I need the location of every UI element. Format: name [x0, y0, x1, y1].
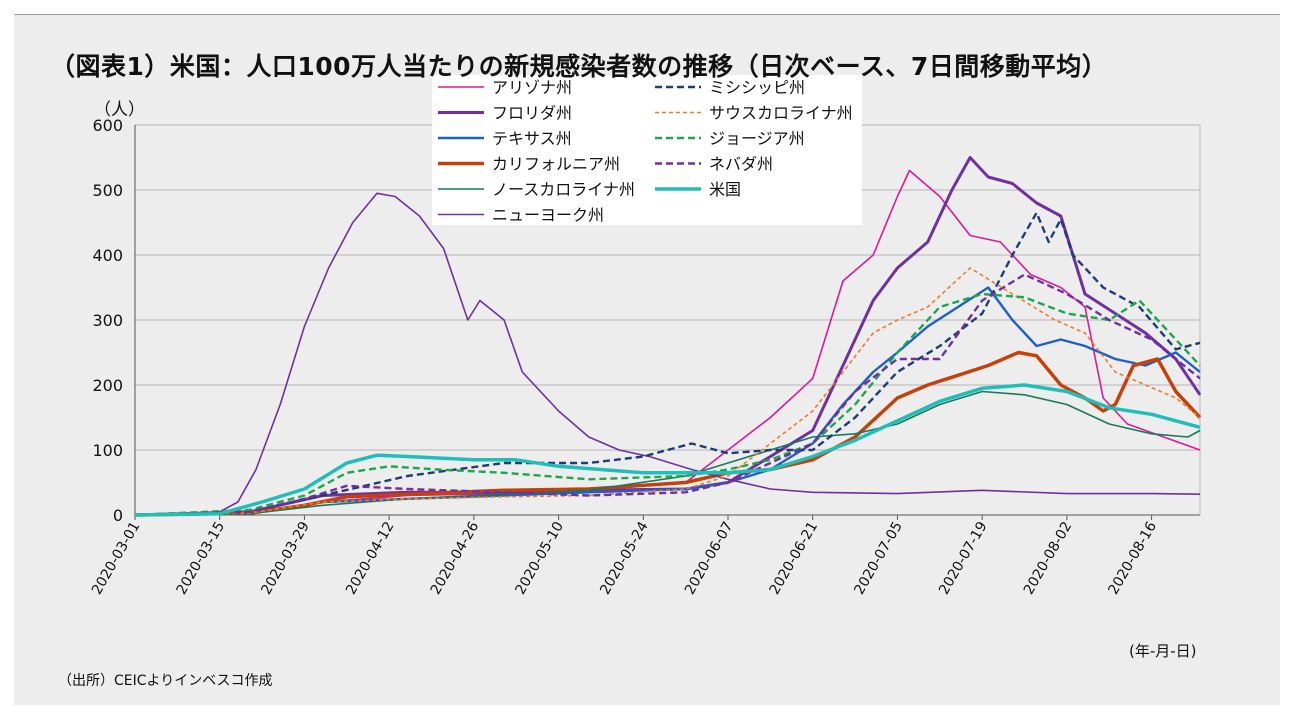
series-line-8 — [134, 292, 1201, 517]
y-tick-label: 400 — [92, 246, 123, 265]
series-line-6 — [134, 211, 1201, 517]
y-tick-label: 200 — [92, 376, 123, 395]
x-tick-label: 2020-04-12 — [343, 519, 398, 597]
legend-box — [432, 75, 862, 225]
y-tick-label: 0 — [113, 506, 123, 525]
x-tick-label: 2020-03-29 — [258, 519, 313, 597]
x-tick-label: 2020-03-01 — [89, 519, 144, 597]
legend-label-4: ノースカロライナ州 — [492, 180, 635, 199]
y-axis-unit: （人） — [94, 100, 145, 120]
legend-label-8: ジョージア州 — [709, 129, 805, 148]
series-line-9 — [134, 273, 1201, 517]
y-tick-label: 500 — [92, 181, 123, 200]
y-tick-label: 600 — [92, 116, 123, 135]
series-line-2 — [134, 286, 1201, 517]
series-line-1 — [134, 156, 1202, 517]
legend-label-6: ミシシッピ州 — [709, 78, 805, 97]
x-tick-label: 2020-08-16 — [1106, 519, 1161, 598]
x-tick-label: 2020-06-07 — [682, 519, 737, 597]
legend-label-5: ニューヨーク州 — [492, 206, 604, 225]
chart-title: （図表1）米国：人口100万人当たりの新規感染者数の推移（日次ベース、7日間移動… — [50, 52, 1108, 81]
series-line-5 — [134, 192, 1201, 516]
series-line-3 — [134, 350, 1202, 517]
x-axis-unit: (年-月-日) — [1129, 642, 1197, 660]
y-tick-label: 100 — [92, 441, 123, 460]
x-tick-label: 2020-03-15 — [174, 519, 229, 597]
source-note: （出所）CEICよりインベスコ作成 — [58, 673, 273, 689]
series-line-4 — [134, 390, 1201, 516]
x-tick-label: 2020-05-10 — [512, 519, 567, 597]
legend-label-0: アリゾナ州 — [492, 78, 572, 97]
legend-label-1: フロリダ州 — [492, 104, 572, 123]
x-tick-label: 2020-08-02 — [1021, 519, 1076, 597]
chart-frame: 0 100 200 300 400 500 600 2020-03-01 2020-03-15… — [14, 14, 1280, 705]
legend-label-3: カリフォルニア州 — [492, 155, 620, 174]
x-tick-label: 2020-07-19 — [936, 519, 991, 597]
chart-plot: 0 100 200 300 400 500 600 2020-03-01 2020-03-15… — [89, 75, 1202, 598]
x-tick-label: 2020-05-24 — [597, 519, 652, 598]
series-line-10 — [134, 383, 1201, 517]
legend-label-2: テキサス州 — [492, 129, 572, 148]
legend-label-10: 米国 — [709, 180, 741, 199]
x-tick-label: 2020-06-21 — [767, 519, 822, 597]
series-line-0 — [134, 169, 1201, 516]
legend-label-7: サウスカロライナ州 — [709, 104, 853, 123]
x-tick-label: 2020-07-05 — [851, 519, 906, 597]
x-tick-label: 2020-04-26 — [428, 519, 483, 598]
legend-label-9: ネバダ州 — [709, 155, 773, 174]
y-tick-label: 300 — [92, 311, 123, 330]
